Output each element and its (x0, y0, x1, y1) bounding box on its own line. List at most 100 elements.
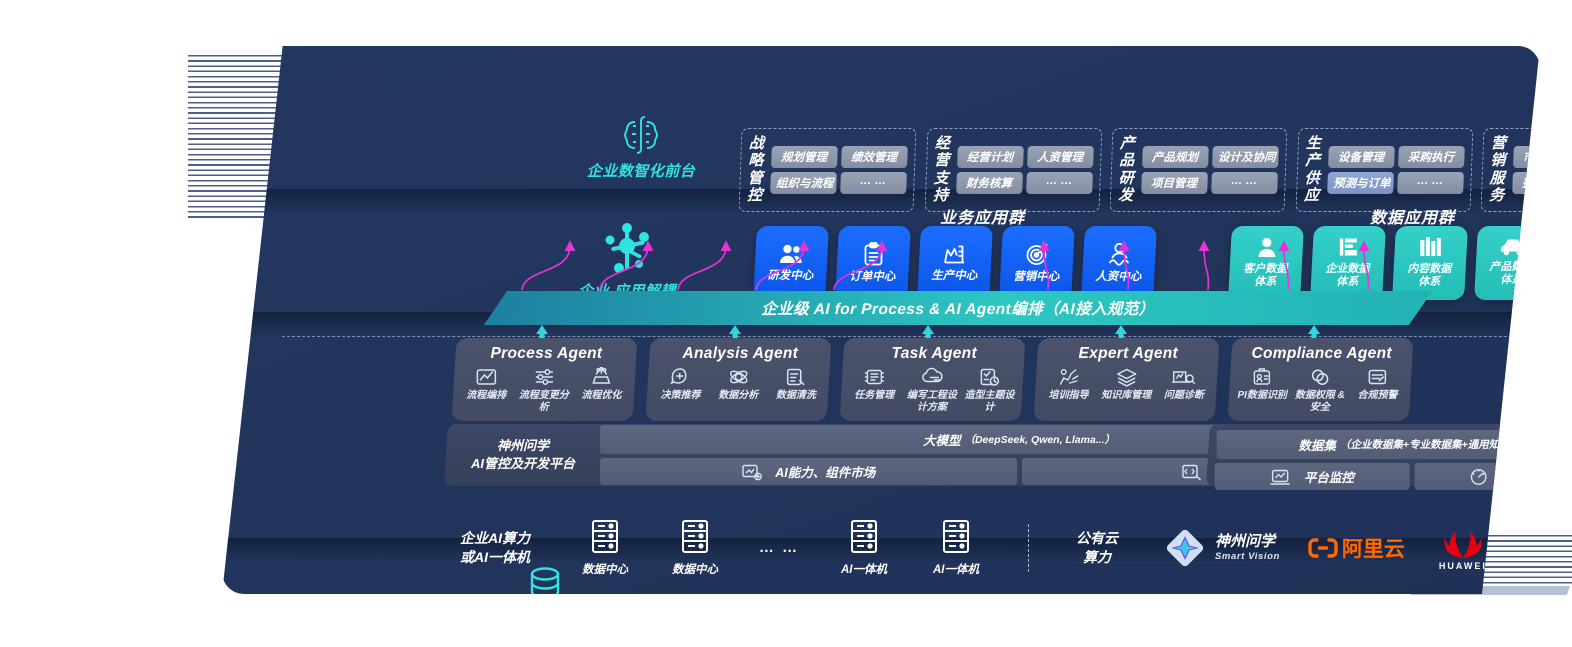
infra-node-label: AI一体机 (933, 564, 979, 576)
data-cell-monitor[interactable]: 平台监控 (1214, 463, 1410, 490)
agent-process[interactable]: Process Agent 流程编排 (451, 338, 638, 421)
chip-grid: 设备管理 采购执行 预测与订单 … … (1326, 145, 1464, 194)
card-label: 企业数据 体系 (1325, 263, 1370, 289)
chip[interactable]: 整车物流 (1511, 171, 1540, 194)
vendor-smartvision[interactable]: 神州问学 Smart Vision (1163, 526, 1280, 570)
agent-functions: PI数据识别 数据权限 & 安全 (1235, 367, 1404, 413)
card-enterprise-data[interactable]: 企业数据 体系 (1310, 226, 1386, 300)
infra-node-ai2[interactable]: AI一体机 (910, 518, 1002, 577)
agent-function[interactable]: 问题诊断 (1157, 367, 1211, 402)
agent-functions: 流程编排 流程变更分析 (459, 367, 628, 413)
data-platform-cells: 平台监控 计费/计量 (1214, 463, 1540, 490)
agent-function[interactable]: 数据清洗 (769, 367, 823, 402)
card-order-center[interactable]: 订单中心 (835, 226, 911, 300)
chip[interactable]: 设计及协同 (1211, 145, 1279, 168)
group-label: 产品 研发 (1117, 135, 1136, 205)
platform-cell-devtool[interactable]: AI开发工具 (1021, 458, 1438, 485)
chip[interactable]: 组织与流程 (769, 171, 837, 194)
chip[interactable]: 市场营销 (1512, 145, 1540, 168)
agent-function[interactable]: 培训指导 (1042, 367, 1096, 402)
vendor-aliyun[interactable]: 阿里云 (1308, 533, 1405, 563)
chip[interactable]: 经营计划 (956, 145, 1023, 168)
agent-analysis[interactable]: Analysis Agent 决策推荐 (645, 338, 832, 421)
dataset-bar[interactable]: 数据集 （企业数据集+专业数据集+通用知识...） (1216, 430, 1540, 459)
chip[interactable]: … … (1396, 171, 1463, 194)
infra-node-ai1[interactable]: AI一体机 (818, 518, 910, 577)
card-customer-data[interactable]: 客户数据 体系 (1228, 226, 1304, 300)
aliyun-mark-icon (1308, 537, 1338, 558)
function-label: 知识库管理 (1101, 390, 1152, 401)
card-label: 客户数据 体系 (1243, 263, 1288, 289)
function-group-production[interactable]: 生产 供应 设备管理 采购执行 预测与订单 … … (1295, 128, 1473, 212)
decision-icon (670, 368, 687, 385)
chip[interactable]: 规划管理 (770, 145, 838, 168)
agent-function[interactable]: 造型主题设计 (963, 367, 1017, 413)
chip-highlighted[interactable]: 预测与订单 (1326, 171, 1393, 194)
function-group-strategy[interactable]: 战略 管控 规划管理 绩效管理 组织与流程 … … (738, 128, 916, 212)
infra-node-label: AI一体机 (841, 564, 887, 576)
chip[interactable]: 人资管理 (1026, 145, 1093, 168)
chip[interactable]: … … (839, 171, 907, 194)
bars-icon (1420, 237, 1441, 257)
agent-function[interactable]: 流程变更分析 (517, 367, 571, 413)
card-hr-center[interactable]: 人资中心 (1081, 226, 1157, 300)
function-group-row: 战略 管控 规划管理 绩效管理 组织与流程 … … 经营 支持 经营计划 人资管… (738, 128, 1540, 212)
chip[interactable]: 设备管理 (1327, 145, 1394, 168)
group-label: 营销 服务 (1488, 135, 1507, 205)
agent-function[interactable]: 决策推荐 (654, 367, 708, 402)
agent-function[interactable]: 流程优化 (575, 367, 629, 413)
chip[interactable]: 项目管理 (1140, 171, 1208, 194)
car-icon (1500, 239, 1525, 256)
agent-function[interactable]: 编写工程设计方案 (905, 367, 959, 413)
chip[interactable]: 产品规划 (1141, 145, 1209, 168)
app-decouple-icon (605, 223, 649, 273)
ai-platform-strip: 神州问学 AI管控及开发平台 大模型 （DeepSeek, Qwen, Llam… (444, 424, 1448, 486)
platform-cell-market[interactable]: AI能力、组件市场 (600, 458, 1017, 485)
agent-function[interactable]: 知识库管理 (1099, 367, 1153, 402)
data-cell-billing[interactable]: 计费/计量 (1414, 463, 1540, 490)
infra-node-dc2[interactable]: 数据中心 (650, 518, 740, 577)
infra-node-label: 数据中心 (672, 564, 718, 576)
card-product-data[interactable]: 产品数据 体系 (1474, 226, 1540, 300)
id-badge-icon (1253, 368, 1270, 385)
agent-task[interactable]: Task Agent 任务管理 (839, 338, 1026, 421)
dataset-bar-title: 数据集 (1298, 439, 1336, 453)
card-content-data[interactable]: 内容数据 体系 (1392, 226, 1468, 300)
chip[interactable]: 绩效管理 (840, 145, 908, 168)
infra-ellipsis: … … (758, 539, 800, 556)
agent-title: Expert Agent (1078, 345, 1178, 362)
agent-compliance[interactable]: Compliance Agent PI数据识别 (1227, 338, 1414, 421)
infra-node-label: 数据中心 (582, 564, 628, 576)
infra-node-dc1[interactable]: 数据中心 (560, 518, 650, 577)
card-label: 营销中心 (1013, 270, 1060, 283)
chip[interactable]: … … (1025, 171, 1092, 194)
agent-function[interactable]: 流程编排 (459, 367, 513, 413)
chip[interactable]: … … (1210, 171, 1278, 194)
agent-function[interactable]: PI数据识别 (1235, 367, 1289, 413)
agent-expert[interactable]: Expert Agent 培训指导 (1033, 338, 1220, 421)
card-production-center[interactable]: 生产中心 (917, 226, 993, 300)
agent-function[interactable]: 任务管理 (847, 367, 901, 413)
function-group-marketing[interactable]: 营销 服务 市场营销 客户关系 整车物流 … … (1480, 128, 1540, 212)
building-icon (1339, 238, 1357, 256)
card-rnd-center[interactable]: 研发中心 (753, 226, 829, 300)
function-group-operations[interactable]: 经营 支持 经营计划 人资管理 财务核算 … … (924, 128, 1102, 212)
chip[interactable]: 财务核算 (955, 171, 1022, 194)
server-icon (943, 520, 969, 553)
function-label: 流程编排 (466, 390, 507, 401)
agent-function[interactable]: 数据权限 & 安全 (1293, 367, 1347, 413)
function-group-rnd[interactable]: 产品 研发 产品规划 设计及协同 项目管理 … … (1109, 128, 1288, 212)
agent-function[interactable]: 数据分析 (711, 367, 765, 402)
function-label: 问题诊断 (1163, 390, 1204, 401)
card-label: 研发中心 (767, 269, 814, 282)
rail-frontend: 企业数智化前台 (546, 114, 736, 182)
agent-function[interactable]: 合规预警 (1351, 367, 1405, 413)
brain-icon (624, 116, 658, 154)
group-label: 生产 供应 (1303, 135, 1322, 205)
card-marketing-center[interactable]: 营销中心 (999, 226, 1075, 300)
task-grid-icon (864, 369, 884, 385)
chip[interactable]: 采购执行 (1397, 145, 1464, 168)
vendor-huawei[interactable]: HUAWEI (1439, 525, 1487, 571)
enterprise-compute-label: 企业AI算力 或AI一体机 (460, 529, 530, 565)
smartvision-logo (1166, 529, 1204, 566)
